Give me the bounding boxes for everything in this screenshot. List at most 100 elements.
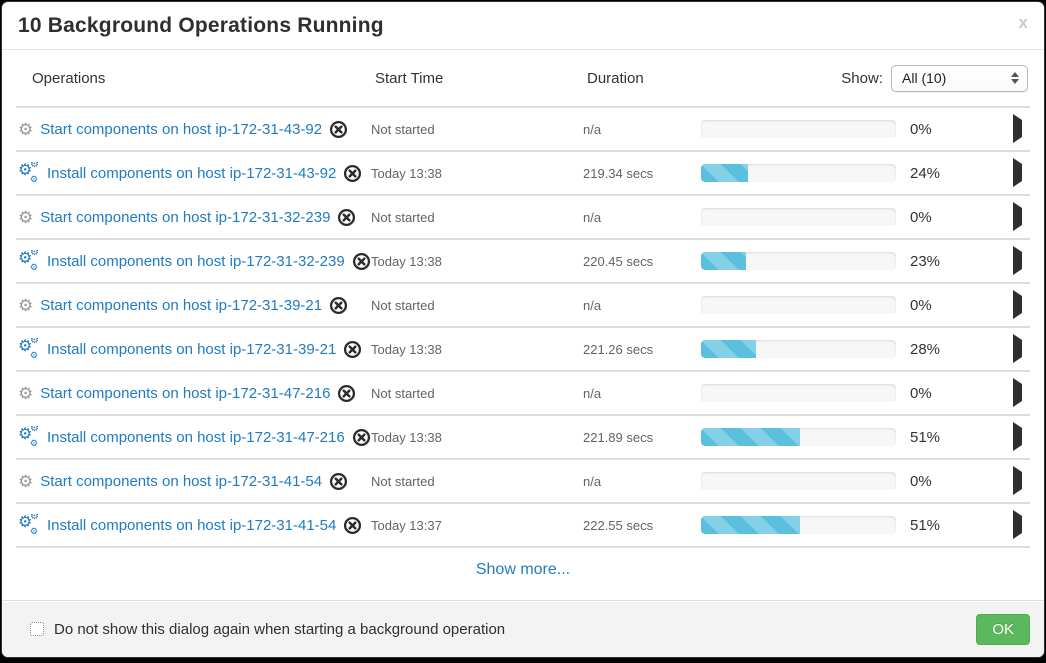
caret-right-icon (1013, 114, 1022, 143)
operation-link[interactable]: Start components on host ip-172-31-41-54 (40, 472, 323, 490)
progress-track (701, 428, 896, 446)
percent-label: 24% (910, 164, 941, 182)
expand-row-control[interactable] (1013, 422, 1028, 451)
caret-right-icon (1013, 334, 1022, 363)
expand-row-control[interactable] (1013, 158, 1028, 187)
progress-bar (701, 516, 896, 534)
expand-row-control[interactable] (1013, 290, 1028, 319)
caret-right-icon (1013, 422, 1022, 451)
operation-link[interactable]: Start components on host ip-172-31-32-23… (40, 208, 331, 226)
duration-cell: 222.55 secs (583, 517, 654, 533)
duration-cell: n/a (583, 209, 602, 225)
operation-cell: ⚙ ⚙⚙⚙ Start components on host ip-172-31… (18, 384, 371, 403)
start-time-cell: Today 13:38 (371, 165, 442, 181)
duration-cell: n/a (583, 297, 602, 313)
progress-bar (701, 164, 896, 182)
start-time-cell: Not started (371, 385, 435, 401)
expand-row-control[interactable] (1013, 378, 1028, 407)
expand-row-control[interactable] (1013, 466, 1028, 495)
caret-right-icon (1013, 290, 1022, 319)
operation-link[interactable]: Install components on host ip-172-31-39-… (47, 340, 337, 358)
percent-label: 0% (910, 384, 932, 402)
progress-fill (701, 428, 801, 446)
abort-operation-icon[interactable] (329, 472, 348, 491)
dialog-footer: Do not show this dialog again when start… (2, 600, 1044, 657)
abort-operation-icon[interactable] (352, 428, 371, 447)
expand-row-control[interactable] (1013, 114, 1028, 143)
abort-operation-icon[interactable] (352, 252, 371, 271)
show-filter-label: Show: (841, 69, 883, 87)
percent-label: 28% (910, 340, 941, 358)
progress-bar (701, 296, 896, 314)
gear-icon: ⚙ (18, 207, 34, 227)
progress-track (701, 120, 896, 138)
abort-operation-icon[interactable] (343, 340, 362, 359)
expand-row-control[interactable] (1013, 334, 1028, 363)
duration-cell: 220.45 secs (583, 253, 654, 269)
column-header-duration: Duration (587, 69, 644, 87)
percent-label: 51% (910, 516, 941, 534)
progress-fill (701, 252, 746, 270)
cogs-icon: ⚙ ⚙ ⚙ (18, 514, 39, 536)
ok-button[interactable]: OK (976, 613, 1030, 645)
start-time-cell: Today 13:38 (371, 253, 442, 269)
percent-label: 0% (910, 296, 932, 314)
operation-link[interactable]: Install components on host ip-172-31-43-… (47, 164, 337, 182)
start-time-cell: Today 13:37 (371, 517, 442, 533)
abort-operation-icon[interactable] (329, 120, 348, 139)
progress-track (701, 472, 896, 490)
operation-cell: ⚙ ⚙⚙⚙ Start components on host ip-172-31… (18, 208, 371, 227)
duration-cell: 221.89 secs (583, 429, 654, 445)
start-time-cell: Not started (371, 209, 435, 225)
operation-link[interactable]: Start components on host ip-172-31-43-92 (40, 120, 323, 138)
close-icon[interactable]: x (1018, 13, 1028, 32)
caret-right-icon (1013, 378, 1022, 407)
operations-rows: ⚙ ⚙⚙⚙ Start components on host ip-172-31… (16, 106, 1030, 548)
progress-track (701, 340, 896, 358)
progress-bar (701, 208, 896, 226)
gear-icon: ⚙ (18, 471, 34, 491)
duration-cell: 221.26 secs (583, 341, 654, 357)
operation-cell: ⚙ ⚙⚙⚙ Install components on host ip-172-… (18, 514, 371, 536)
expand-row-control[interactable] (1013, 510, 1028, 539)
progress-track (701, 252, 896, 270)
progress-track (701, 164, 896, 182)
operation-link[interactable]: Install components on host ip-172-31-41-… (47, 516, 337, 534)
expand-row-control[interactable] (1013, 246, 1028, 275)
progress-bar (701, 252, 896, 270)
percent-label: 0% (910, 120, 932, 138)
operation-link[interactable]: Start components on host ip-172-31-47-21… (40, 384, 331, 402)
progress-bar (701, 340, 896, 358)
percent-label: 0% (910, 472, 932, 490)
show-more-link[interactable]: Show more... (475, 561, 571, 578)
abort-operation-icon[interactable] (343, 164, 362, 183)
progress-bar (701, 120, 896, 138)
progress-fill (701, 340, 756, 358)
abort-operation-icon[interactable] (329, 296, 348, 315)
abort-operation-icon[interactable] (337, 208, 356, 227)
expand-row-control[interactable] (1013, 202, 1028, 231)
duration-cell: n/a (583, 385, 602, 401)
operation-link[interactable]: Install components on host ip-172-31-32-… (47, 252, 345, 270)
table-row: ⚙ ⚙⚙⚙ Install components on host ip-172-… (16, 240, 1030, 284)
do-not-show-checkbox[interactable] (30, 622, 44, 636)
gear-icon: ⚙ (18, 119, 34, 139)
table-row: ⚙ ⚙⚙⚙ Install components on host ip-172-… (16, 152, 1030, 196)
caret-right-icon (1013, 246, 1022, 275)
progress-fill (701, 164, 748, 182)
progress-bar (701, 472, 896, 490)
progress-fill (701, 516, 801, 534)
abort-operation-icon[interactable] (343, 516, 362, 535)
show-more-wrap: Show more... (2, 548, 1044, 592)
progress-bar (701, 384, 896, 402)
operation-link[interactable]: Install components on host ip-172-31-47-… (47, 428, 345, 446)
table-row: ⚙ ⚙⚙⚙ Start components on host ip-172-31… (16, 196, 1030, 240)
caret-right-icon (1013, 202, 1022, 231)
abort-operation-icon[interactable] (337, 384, 356, 403)
show-filter-select[interactable]: All (10) (891, 64, 1028, 92)
caret-right-icon (1013, 158, 1022, 187)
percent-label: 51% (910, 428, 941, 446)
operation-link[interactable]: Start components on host ip-172-31-39-21 (40, 296, 323, 314)
duration-cell: n/a (583, 473, 602, 489)
